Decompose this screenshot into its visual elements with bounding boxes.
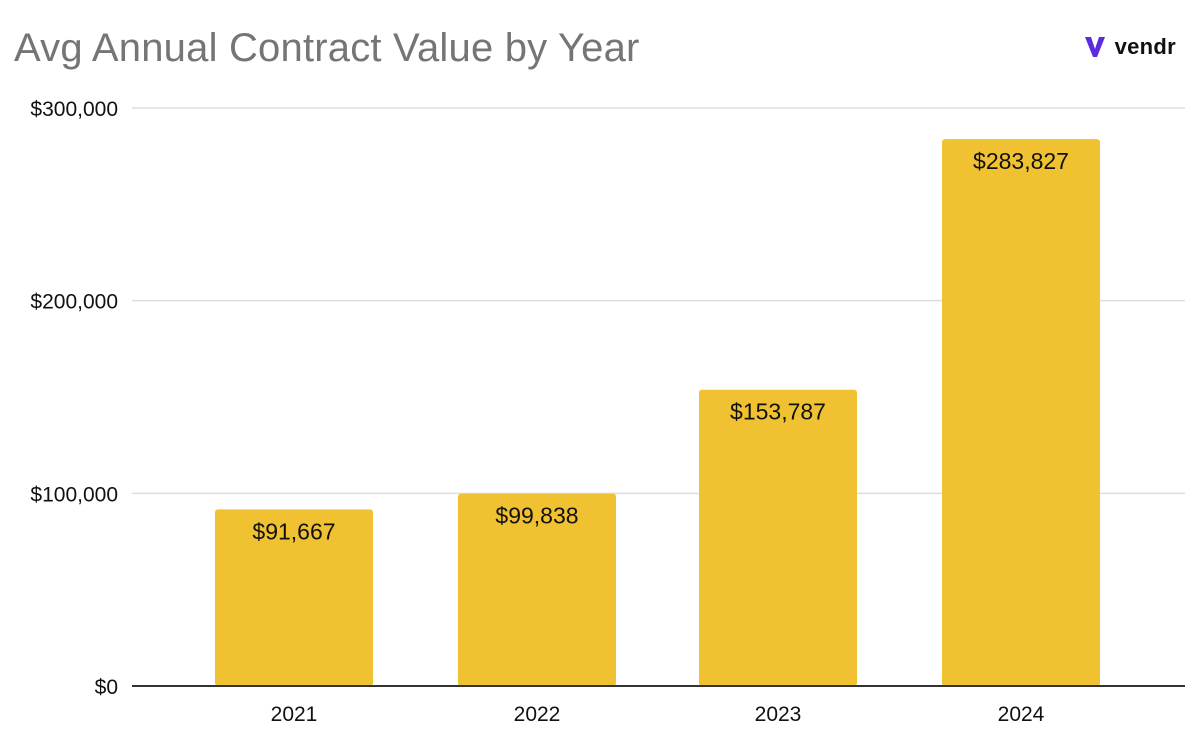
x-tick-label: 2023 bbox=[755, 703, 802, 726]
y-tick-label: $200,000 bbox=[30, 291, 118, 314]
y-tick-label: $100,000 bbox=[30, 483, 118, 506]
chart-title: Avg Annual Contract Value by Year bbox=[14, 26, 640, 70]
bar-data-label: $283,827 bbox=[973, 148, 1069, 174]
bar bbox=[942, 139, 1100, 686]
y-tick-label: $0 bbox=[95, 676, 118, 699]
y-tick-label: $300,000 bbox=[30, 98, 118, 121]
y-axis-tick-labels: $0 $100,000 $200,000 $300,000 bbox=[30, 98, 118, 699]
brand-name: vendr bbox=[1114, 34, 1176, 59]
bar bbox=[215, 509, 373, 686]
bar-data-label: $99,838 bbox=[495, 503, 578, 529]
x-axis-tick-labels: 2021 2022 2023 2024 bbox=[271, 703, 1045, 726]
bar-data-labels: $91,667 $99,838 $153,787 $283,827 bbox=[252, 148, 1069, 544]
bar bbox=[699, 389, 857, 686]
bar-data-label: $91,667 bbox=[252, 518, 335, 544]
bars bbox=[215, 139, 1100, 686]
x-tick-label: 2024 bbox=[998, 703, 1045, 726]
brand-logo: vendr bbox=[1084, 34, 1176, 60]
bar-data-label: $153,787 bbox=[730, 399, 826, 425]
bar bbox=[458, 493, 616, 686]
vendr-logo-icon bbox=[1084, 37, 1105, 57]
x-tick-label: 2022 bbox=[514, 703, 561, 726]
x-tick-label: 2021 bbox=[271, 703, 318, 726]
